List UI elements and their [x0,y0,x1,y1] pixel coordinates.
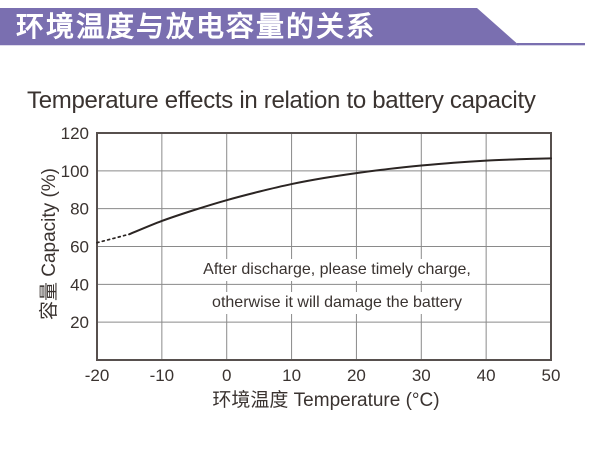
y-tick-label: 100 [61,162,89,181]
x-tick-label: 20 [347,366,366,385]
plot-area: -20 -10 0 10 20 30 40 50 120 100 80 60 40 20 [61,124,561,385]
plot-border [96,132,552,361]
x-tick-label: -10 [150,366,175,385]
x-tick-label: 30 [412,366,431,385]
x-tick-label: 40 [477,366,496,385]
banner-title: 环境温度与放电容量的关系 [16,11,377,42]
y-tick-label: 40 [70,275,89,294]
x-tick-label: 50 [542,366,561,385]
annotation-line-2: otherwise it will damage the battery [202,292,472,314]
x-tick-label: -20 [85,366,110,385]
x-tick-label: 0 [222,366,231,385]
banner-tail-line [517,43,585,46]
capacity-curve [128,157,552,236]
y-tick-label: 20 [70,313,89,332]
x-tick-label: 10 [282,366,301,385]
annotation-line-1: After discharge, please timely charge, [193,259,481,281]
x-axis-title: 环境温度 Temperature (°C) [212,389,439,411]
y-tick-label: 60 [70,238,89,257]
y-tick-label: 120 [61,124,89,143]
y-axis-title: 容量 Capacity (%) [38,168,60,320]
header-banner-shape [0,8,585,46]
banner-polygon [0,8,519,46]
capacity-curve-dashed-segment [96,233,131,244]
page-title: Temperature effects in relation to batte… [27,87,536,114]
y-tick-label: 80 [70,200,89,219]
